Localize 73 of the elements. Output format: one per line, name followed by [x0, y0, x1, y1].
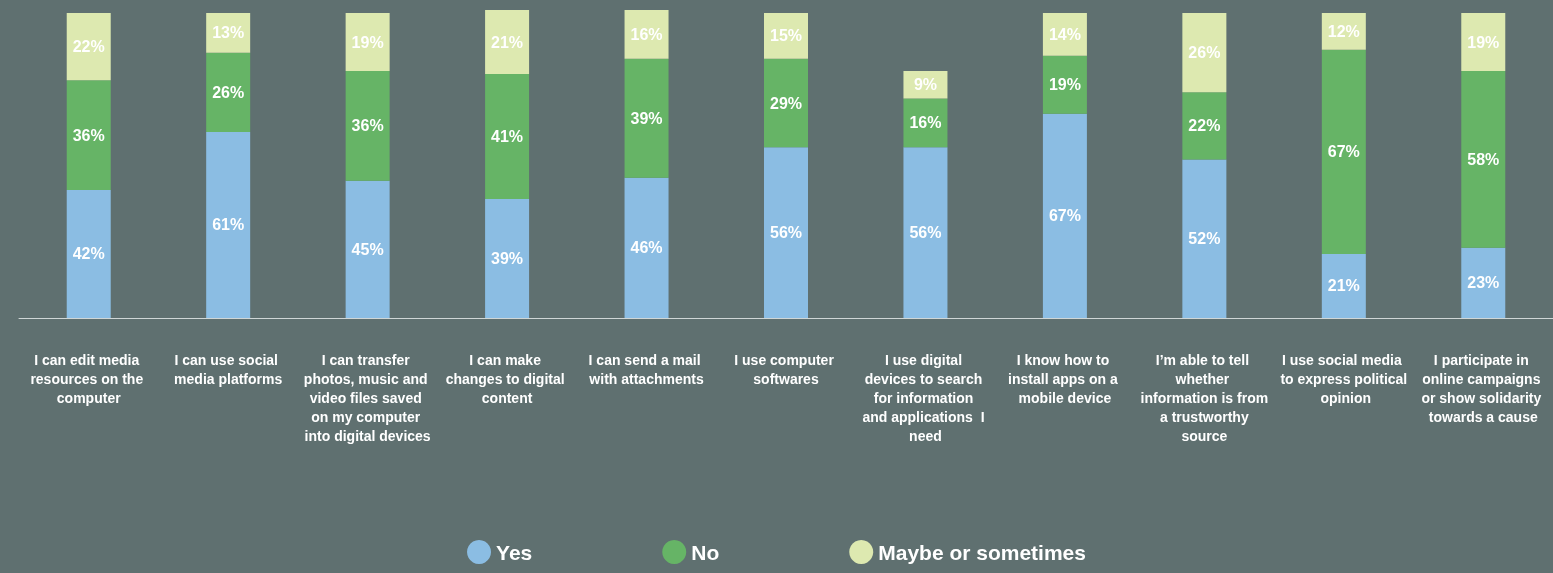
bar	[1321, 253, 1366, 318]
data-label: 26%	[212, 83, 245, 101]
bar	[206, 131, 251, 318]
data-label: 12%	[1327, 22, 1360, 40]
bar	[1461, 70, 1506, 248]
x-tick-label: I participate in online campaigns or show solidarity towards a cause	[1421, 351, 1546, 425]
legend-label: No	[691, 540, 720, 564]
data-label: 21%	[1327, 277, 1360, 295]
x-tick-label: I can use social media platforms	[174, 351, 283, 387]
x-tick-label: I’m able to tell whether information is from a trustworthy source	[1140, 351, 1269, 444]
data-label: 16%	[630, 25, 663, 43]
data-label: 19%	[1048, 76, 1081, 94]
x-tick-label: I can transfer photos, music and video files saved on my computer into digital devices	[303, 351, 432, 444]
data-label: 22%	[72, 38, 105, 56]
bar	[903, 147, 948, 318]
bar	[485, 199, 530, 318]
bar	[485, 74, 530, 200]
data-label: 15%	[769, 27, 803, 45]
bar	[1042, 113, 1087, 318]
data-label: 19%	[351, 33, 384, 51]
bar	[66, 189, 111, 318]
bar	[1042, 55, 1087, 114]
x-tick-label: I use digital devices to search for information and applications I need	[862, 351, 989, 444]
x-tick-label: I use computer softwares	[734, 351, 838, 387]
data-label: 16%	[909, 114, 942, 132]
bar	[764, 147, 808, 318]
bar	[764, 58, 808, 148]
bar	[1182, 92, 1227, 160]
data-label: 13%	[212, 24, 245, 42]
bar	[485, 10, 530, 75]
data-label: 56%	[769, 224, 803, 242]
data-label: 9%	[913, 76, 938, 94]
data-label: 67%	[1327, 143, 1360, 161]
data-label: 14%	[1048, 25, 1081, 43]
data-label: 22%	[1188, 117, 1221, 135]
data-label: 67%	[1048, 207, 1081, 225]
bar	[624, 177, 669, 318]
bar	[66, 13, 111, 81]
bar	[624, 58, 669, 178]
x-tick-label: I use social media to express political opinion	[1280, 351, 1408, 406]
bar	[1321, 49, 1366, 254]
data-label: 52%	[1188, 230, 1221, 248]
data-label: 29%	[769, 94, 803, 112]
data-label: 26%	[1188, 44, 1221, 62]
bar	[345, 70, 390, 181]
x-tick-label: I can send a mail with attachments	[588, 351, 705, 387]
data-label: 41%	[491, 128, 524, 146]
data-label: 46%	[630, 239, 663, 257]
x-tick-label: I know how to install apps on a mobile device	[1008, 351, 1122, 406]
bar	[345, 180, 390, 318]
bar	[1182, 159, 1227, 318]
bar	[1461, 247, 1506, 318]
data-label: 23%	[1467, 274, 1500, 292]
bar	[206, 52, 251, 132]
data-label: 36%	[351, 117, 384, 135]
data-label: 58%	[1467, 150, 1500, 168]
bar	[1182, 13, 1227, 93]
data-label: 39%	[630, 109, 663, 127]
bar	[345, 13, 390, 71]
legend-label: Maybe or sometimes	[878, 540, 1086, 564]
data-label: 39%	[491, 250, 524, 268]
data-label: 21%	[491, 33, 524, 51]
data-label: 19%	[1467, 33, 1500, 51]
x-tick-label: I can edit media resources on the computer	[30, 351, 148, 406]
x-tick-label: I can make changes to digital content	[445, 351, 569, 406]
data-label: 56%	[909, 224, 942, 242]
bar	[66, 80, 111, 190]
data-label: 36%	[72, 126, 105, 144]
data-label: 61%	[212, 216, 245, 234]
data-label: 45%	[351, 240, 384, 258]
data-label: 42%	[72, 245, 105, 263]
bar	[1461, 13, 1506, 71]
legend-label: Yes	[496, 540, 533, 564]
